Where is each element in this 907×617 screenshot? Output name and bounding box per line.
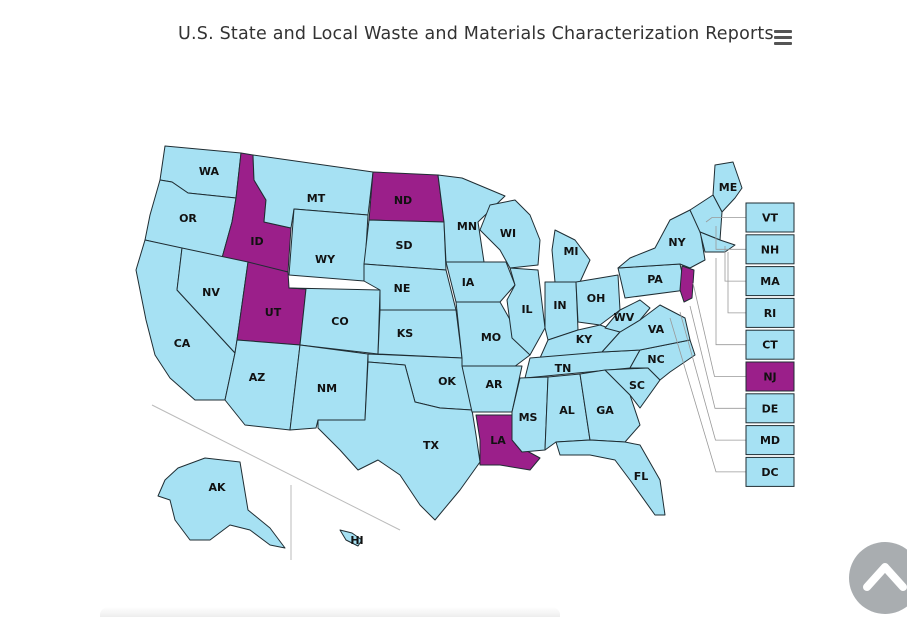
state-label-ak: AK: [208, 481, 226, 494]
state-tx[interactable]: [317, 361, 481, 521]
state-label-nd: ND: [394, 194, 412, 207]
state-il[interactable]: [506, 267, 546, 356]
scroll-to-top-button[interactable]: [849, 542, 907, 614]
state-label-va: VA: [648, 323, 665, 336]
state-box-ct[interactable]: [745, 329, 795, 360]
state-ks[interactable]: [377, 309, 463, 359]
state-label-in: IN: [553, 299, 566, 312]
state-label-nc: NC: [647, 353, 664, 366]
footer-shadow: [100, 607, 560, 617]
state-box-nj[interactable]: [745, 361, 795, 392]
state-az[interactable]: [224, 339, 301, 431]
state-label-ar: AR: [486, 378, 504, 391]
state-label-ia: IA: [462, 276, 475, 289]
leader-line-nh: [715, 226, 746, 250]
leader-line-ct: [715, 258, 746, 346]
state-label-id: ID: [250, 235, 263, 248]
state-label-tn: TN: [555, 362, 572, 375]
leader-line-dc: [669, 317, 746, 473]
page-title: U.S. State and Local Waste and Materials…: [178, 24, 774, 44]
state-label-hi: HI: [350, 534, 363, 547]
state-wy[interactable]: [288, 208, 369, 282]
state-label-ky: KY: [576, 333, 594, 346]
state-label-nm: NM: [317, 382, 337, 395]
state-box-label-nj: NJ: [763, 371, 776, 384]
state-label-wv: WV: [614, 311, 635, 324]
state-label-ks: KS: [397, 327, 414, 340]
state-co[interactable]: [288, 287, 381, 355]
state-ma-shape[interactable]: [699, 231, 736, 253]
state-box-label-ma: MA: [760, 275, 780, 288]
state-box-nh[interactable]: [745, 234, 795, 265]
state-box-vt[interactable]: [745, 202, 795, 233]
state-hi[interactable]: [339, 529, 363, 547]
state-box-md[interactable]: [745, 425, 795, 456]
state-label-la: LA: [490, 434, 506, 447]
state-label-wi: WI: [500, 227, 516, 240]
inset-divider: [151, 404, 401, 531]
state-label-co: CO: [331, 315, 348, 328]
state-label-ca: CA: [174, 337, 191, 350]
state-label-sd: SD: [395, 239, 412, 252]
state-box-ri[interactable]: [745, 297, 795, 328]
state-label-ga: GA: [596, 404, 614, 417]
state-label-ut: UT: [265, 306, 282, 319]
leader-line-ri: [727, 252, 746, 314]
state-fl[interactable]: [555, 439, 666, 516]
state-label-wa: WA: [199, 165, 220, 178]
state-ak[interactable]: [157, 457, 286, 549]
state-nh-vt-shape[interactable]: [689, 194, 723, 241]
state-ny[interactable]: [617, 209, 706, 269]
state-box-label-de: DE: [762, 402, 779, 415]
state-label-ms: MS: [519, 411, 538, 424]
state-label-oh: OH: [587, 292, 606, 305]
state-label-mo: MO: [481, 331, 501, 344]
state-label-or: OR: [179, 212, 197, 225]
state-label-wy: WY: [315, 253, 336, 266]
state-nj[interactable]: [679, 265, 695, 303]
state-label-mt: MT: [307, 192, 326, 205]
leader-line-de: [689, 305, 746, 409]
state-label-mi: MI: [563, 245, 578, 258]
state-box-label-nh: NH: [761, 243, 779, 256]
state-label-az: AZ: [249, 371, 266, 384]
state-label-pa: PA: [647, 273, 663, 286]
state-box-dc[interactable]: [745, 456, 795, 487]
state-mn[interactable]: [437, 174, 506, 263]
state-box-ma[interactable]: [745, 266, 795, 297]
state-label-ok: OK: [438, 375, 456, 388]
state-box-label-dc: DC: [761, 466, 778, 479]
state-label-sc: SC: [629, 379, 645, 392]
state-box-label-vt: VT: [762, 212, 779, 225]
state-wv[interactable]: [604, 299, 651, 333]
state-box-de[interactable]: [745, 393, 795, 424]
state-ia[interactable]: [445, 261, 516, 303]
state-box-label-md: MD: [760, 434, 780, 447]
state-label-al: AL: [559, 404, 575, 417]
hamburger-menu-icon[interactable]: [774, 30, 794, 48]
chevron-up-icon: [863, 563, 907, 591]
leader-line-vt: [705, 217, 746, 223]
state-box-label-ri: RI: [764, 307, 777, 320]
state-wi[interactable]: [479, 199, 541, 269]
state-box-label-ct: CT: [762, 339, 778, 352]
state-oh[interactable]: [575, 274, 621, 326]
state-label-mn: MN: [457, 220, 477, 233]
state-label-tx: TX: [423, 439, 440, 452]
leader-line-md: [679, 311, 746, 441]
state-label-nv: NV: [202, 286, 220, 299]
leader-line-ma: [724, 246, 746, 282]
state-label-ne: NE: [394, 282, 411, 295]
state-label-ny: NY: [668, 236, 686, 249]
leader-line-nj: [692, 282, 746, 377]
state-label-fl: FL: [634, 470, 649, 483]
state-label-me: ME: [719, 181, 737, 194]
state-label-il: IL: [521, 303, 532, 316]
